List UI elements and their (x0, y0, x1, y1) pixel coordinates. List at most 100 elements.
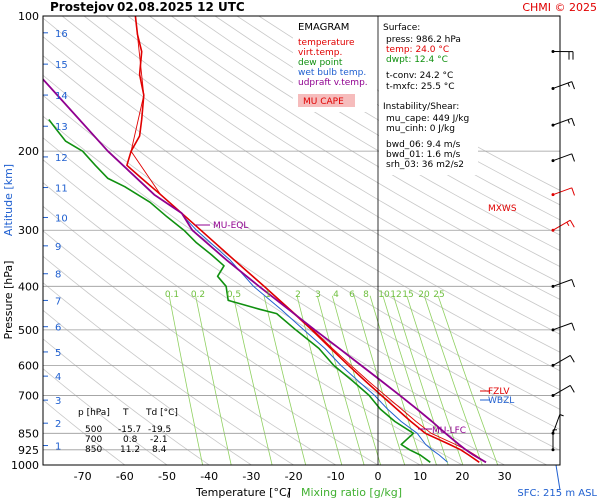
mixing-ratio-label: 12 (390, 290, 401, 300)
bwd-01-value: bwd_01: 1.6 m/s (386, 150, 461, 160)
altitude-tick-label: 6 (55, 323, 61, 334)
mixing-ratio-label: 6 (349, 290, 355, 300)
copyright: CHMI © 2025 (522, 1, 597, 14)
wind-barb-staff (552, 117, 572, 126)
dry-adiabat (43, 282, 294, 465)
mu-cape-swatch (298, 94, 355, 107)
mixing-ratio-label: 0.2 (191, 290, 205, 300)
level-table-row-700-td: -2.1 (150, 435, 168, 445)
level-table-header-t: T (122, 408, 129, 418)
level-table-header-p: p [hPa] (78, 408, 110, 418)
altitude-axis-label: Altitude [km] (2, 164, 15, 236)
bwd-06-value: bwd_06: 9.4 m/s (386, 140, 461, 150)
temperature-tick-label: -20 (285, 470, 303, 483)
wind-barb-flag (571, 322, 575, 331)
wind-barb-flag (569, 219, 575, 228)
wind-barb-staff (552, 354, 571, 366)
legend-item-virt-temp: virt.temp. (298, 48, 342, 58)
mixing-ratio-line (232, 295, 273, 465)
mu-lfc-marker: MU-LFC (418, 426, 466, 436)
temperature-tick-label: 30 (498, 470, 512, 483)
altitude-tick-label: 10 (55, 213, 68, 224)
dry-adiabat (43, 255, 337, 465)
dry-adiabat (61, 16, 560, 335)
temperature-tick-label: 10 (413, 470, 427, 483)
pressure-tick-label: 400 (18, 280, 39, 293)
datetime-title: 02.08.2025 12 UTC (117, 0, 245, 14)
surface-altitude: SFC: 215 m ASL (517, 488, 597, 499)
mu-eql-label: MU-EQL (213, 221, 248, 231)
pressure-tick-label: 1000 (11, 459, 39, 472)
station-title: Prostejov (50, 0, 114, 14)
wind-barb-staff (552, 414, 561, 434)
fzlv-label: FZLV (488, 387, 510, 397)
pressure-tick-label: 700 (18, 389, 39, 402)
wind-barb (551, 279, 575, 288)
altitude-tick-label: 8 (55, 270, 61, 281)
pressure-tick-label: 100 (18, 10, 39, 23)
altitude-tick-label: 16 (55, 29, 68, 40)
wind-barb-dot (551, 86, 555, 90)
pressure-tick-label: 500 (18, 324, 39, 337)
mixing-ratio-label: 3 (315, 290, 321, 300)
altitude-tick-label: 14 (55, 91, 68, 102)
altitude-tick-label: 4 (55, 372, 61, 383)
surface-dwpt: dwpt: 12.4 °C (386, 55, 448, 65)
wind-barb-flag (567, 119, 570, 124)
dry-adiabat (193, 16, 560, 236)
plot-frame (42, 15, 561, 466)
mixing-ratio-line (168, 295, 203, 465)
legend-item-wet-bulb: wet bulb temp. (298, 68, 366, 78)
altitude-tick-label: 3 (55, 396, 61, 407)
altitude-tick-label: 11 (55, 184, 68, 195)
mu-cinh-value: mu_cinh: 0 J/kg (386, 124, 455, 134)
legend-title: EMAGRAM (298, 22, 349, 33)
altitude-tick-label: 5 (55, 348, 61, 359)
grid-layer (43, 16, 560, 465)
mixing-ratio-label: 15 (402, 290, 413, 300)
temperature-tick-label: -40 (200, 470, 218, 483)
series-layer (43, 16, 487, 464)
mu-cape-value: mu_cape: 449 J/kg (386, 114, 469, 124)
pressure-tick-label: 850 (18, 427, 39, 440)
wind-barb-dot (551, 284, 555, 288)
wind-barb-flag (571, 81, 575, 90)
mu-cape-label: MU CAPE (303, 97, 344, 107)
mixing-ratio-label: 10 (378, 290, 390, 300)
temperature-tick-label: -50 (158, 470, 176, 483)
legend-item-updraft: udpraft v.temp. (298, 78, 368, 88)
wind-barb-staff (552, 384, 571, 396)
dry-adiabat (171, 16, 560, 252)
legend-item-dew-point: dew point (298, 58, 343, 68)
wind-barb (551, 153, 575, 163)
wind-barb-dot (551, 159, 555, 163)
altitude-tick-label: 2 (55, 419, 61, 430)
temperature-tick-label: 0 (375, 470, 382, 483)
altitude-tick-label: 15 (55, 60, 68, 71)
axis-label-separator: / (287, 486, 291, 499)
altitude-tick-label: 1 (55, 442, 61, 453)
series-clipped (43, 16, 487, 464)
wind-barb (551, 219, 575, 232)
mu-lfc-label: MU-LFC (432, 426, 466, 436)
dry-adiabat (43, 55, 560, 391)
wind-barb-staff (552, 322, 572, 331)
temperature-tick-label: -10 (327, 470, 345, 483)
wind-barb-staff (552, 279, 572, 287)
level-table-header-td: Td [°C] (145, 408, 178, 418)
surface-title: Surface: (383, 23, 420, 33)
mixing-ratio-label: 2 (295, 290, 301, 300)
pressure-axis-label: Pressure [hPa] (2, 261, 15, 340)
wind-barb-flag (571, 279, 575, 288)
temperature-tick-label: 20 (455, 470, 469, 483)
dry-adiabat (127, 16, 560, 284)
pressure-tick-label: 200 (18, 145, 39, 158)
surface-press: press: 986.2 hPa (386, 35, 461, 45)
pressure-tick-label: 600 (18, 359, 39, 372)
surface-temp: temp: 24.0 °C (386, 45, 449, 55)
temperature-tick-label: -30 (242, 470, 260, 483)
altitude-tick-label: 13 (55, 122, 68, 133)
wind-barb-staff (552, 219, 571, 231)
